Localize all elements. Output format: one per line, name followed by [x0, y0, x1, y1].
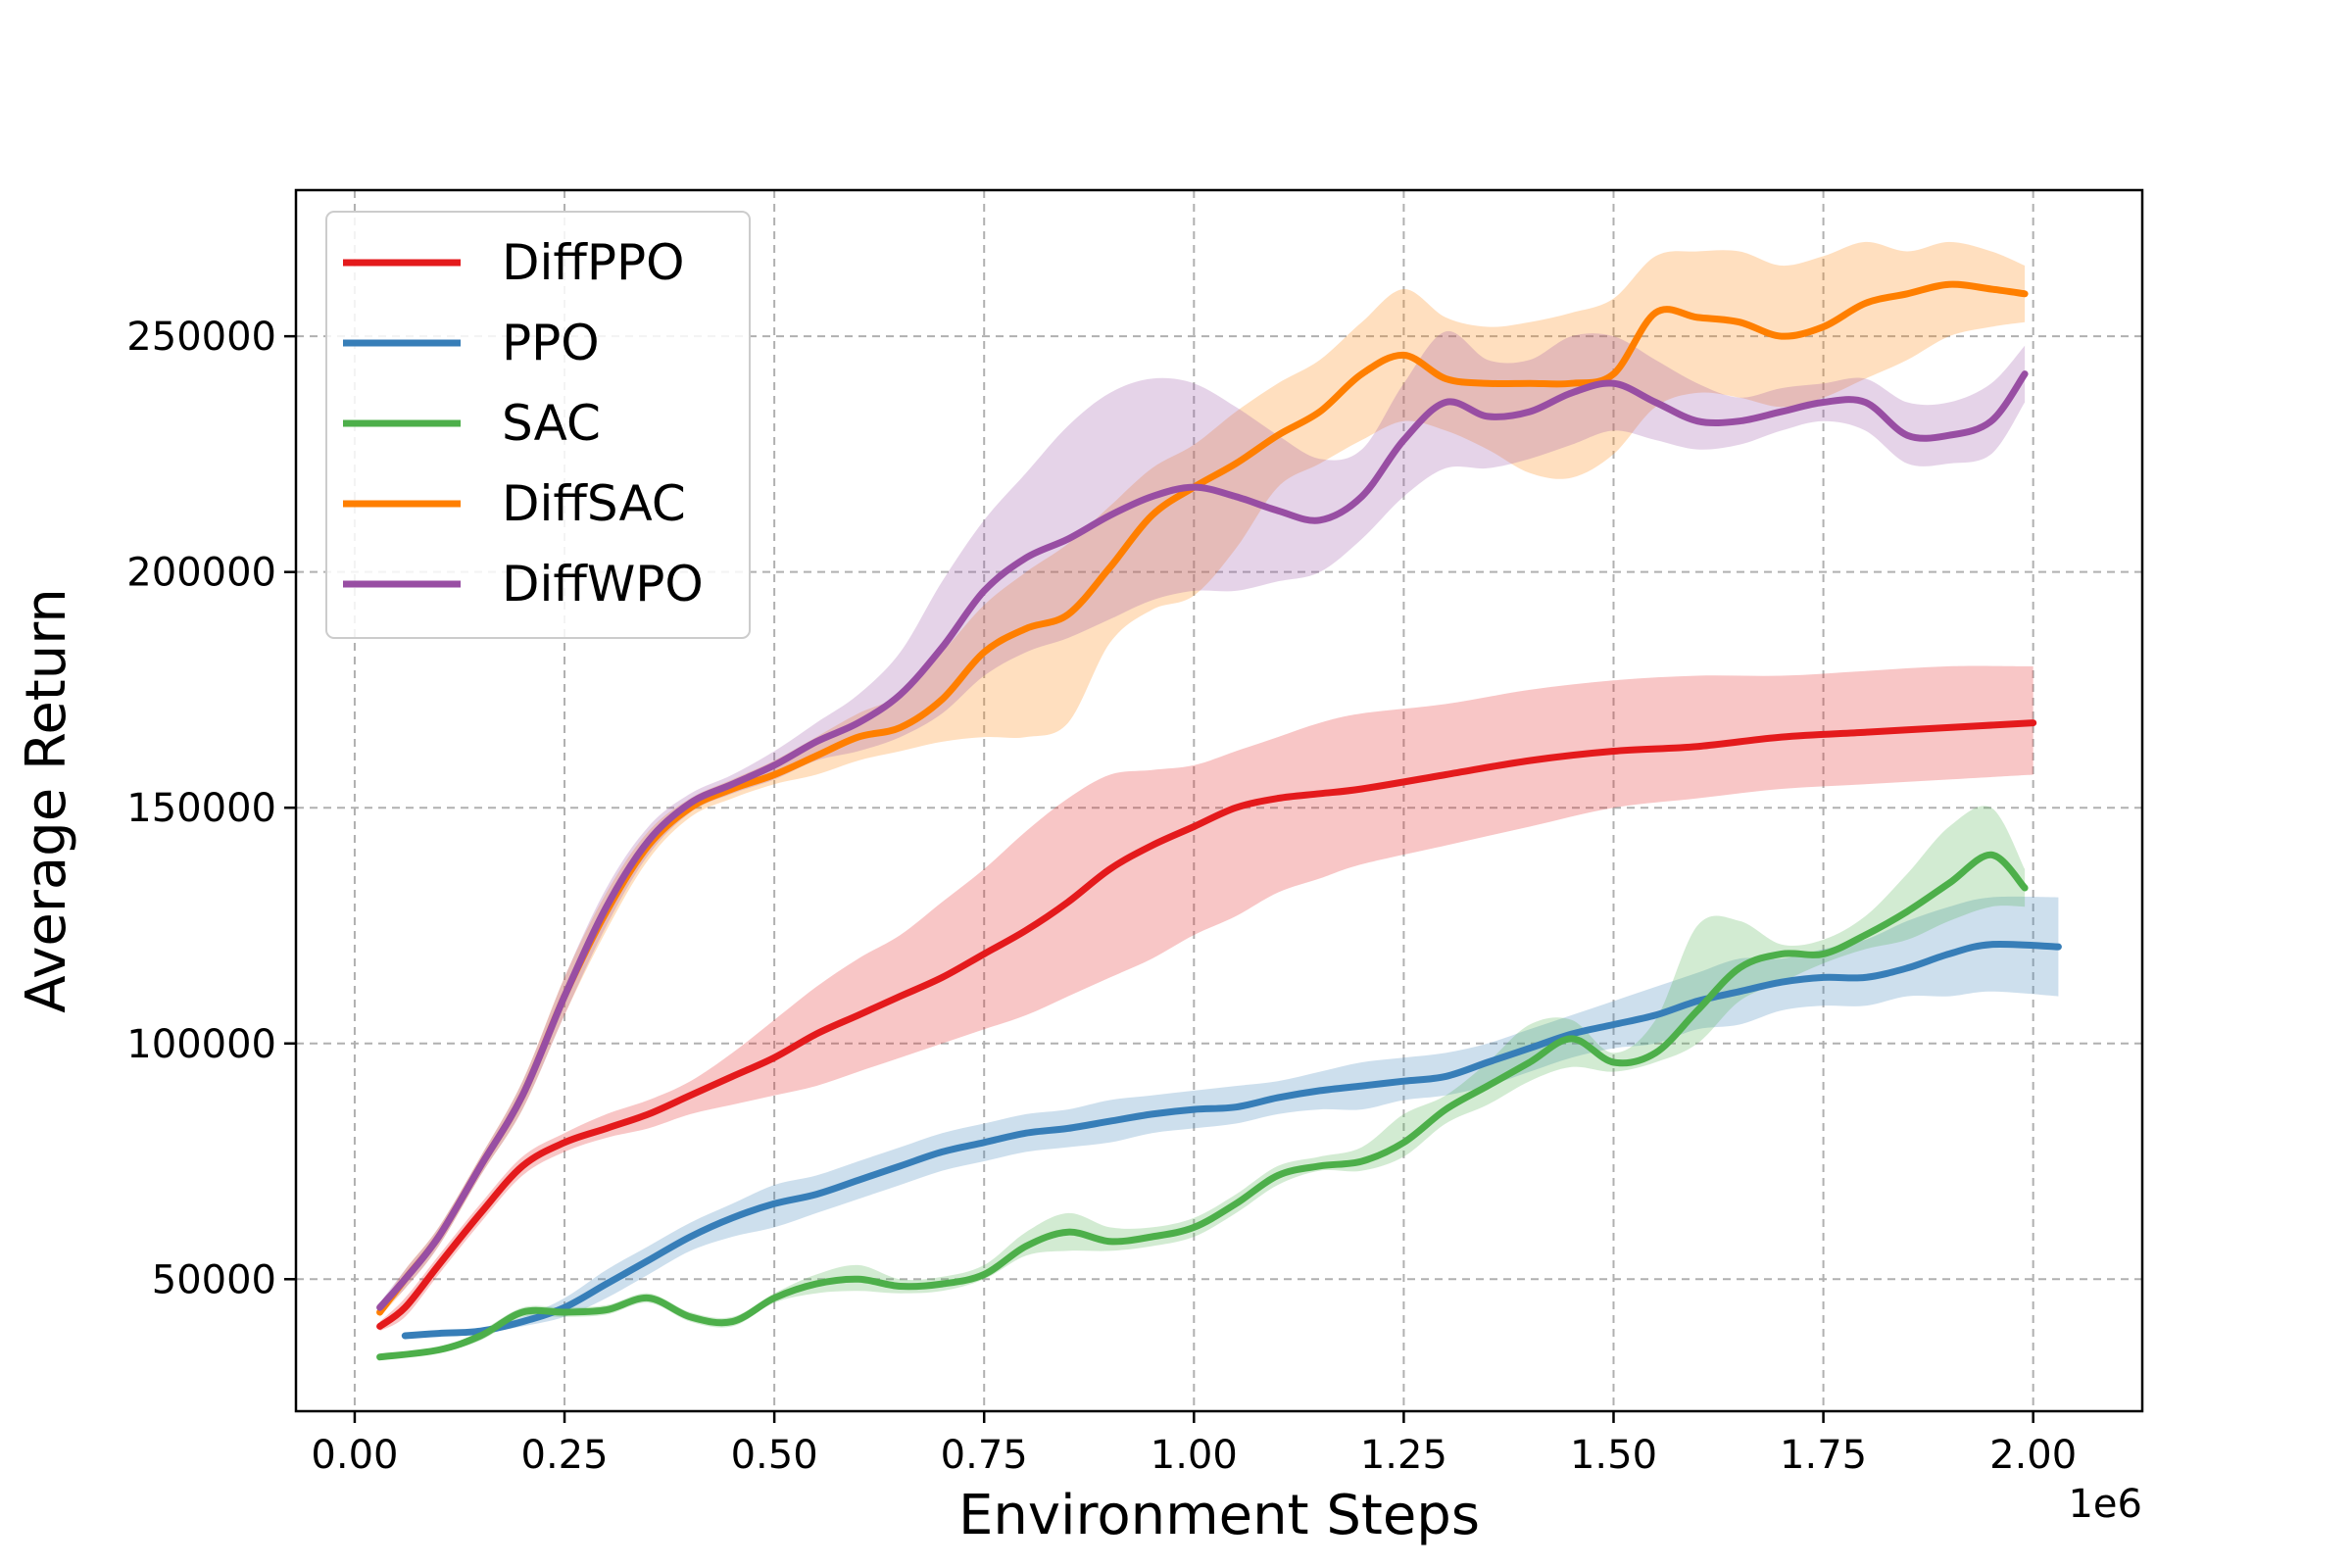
sac-line [376, 851, 2029, 1361]
series-lines [376, 280, 2062, 1361]
x-tick-label: 0.50 [731, 1433, 818, 1478]
ppo-band [405, 896, 2059, 1339]
legend-label-sac: SAC [502, 395, 601, 452]
y-tick-label: 200000 [126, 551, 276, 596]
legend-box [325, 211, 751, 639]
legend-label-diffsac: DiffSAC [502, 475, 686, 532]
x-axis-multiplier: 1e6 [2068, 1482, 2142, 1527]
plot-frame [294, 188, 2144, 1413]
diffsac-band [379, 241, 2026, 1317]
x-tick-label: 2.00 [1989, 1433, 2077, 1478]
x-tick-label: 1.25 [1360, 1433, 1447, 1478]
x-tick-label: 1.75 [1780, 1433, 1867, 1478]
x-tick-label: 0.75 [941, 1433, 1028, 1478]
legend-label-diffwpo: DiffWPO [502, 556, 704, 612]
diffwpo-line [376, 370, 2029, 1311]
y-tick-label: 150000 [126, 786, 276, 831]
diffppo-line [376, 719, 2037, 1330]
y-tick-label: 100000 [126, 1022, 276, 1067]
legend: DiffPPO PPO SAC DiffSAC DiffWPO [325, 211, 751, 639]
grid [296, 190, 2142, 1411]
axis-ticks: 0.00 0.25 0.50 0.75 1.00 1.25 1.50 1.75 2.00 5000… [126, 315, 2077, 1478]
diffwpo-band [379, 330, 2026, 1313]
y-tick-label: 50000 [152, 1257, 276, 1302]
x-tick-label: 0.25 [521, 1433, 609, 1478]
legend-label-diffppo: DiffPPO [502, 234, 685, 291]
ppo-line [401, 940, 2062, 1340]
y-axis-label: Average Return [15, 588, 78, 1013]
x-tick-label: 0.00 [311, 1433, 398, 1478]
x-axis-label: Environment Steps [958, 1484, 1480, 1547]
legend-label-ppo: PPO [502, 315, 600, 371]
x-tick-label: 1.50 [1570, 1433, 1657, 1478]
y-tick-label: 250000 [126, 315, 276, 360]
x-tick-label: 1.00 [1151, 1433, 1238, 1478]
